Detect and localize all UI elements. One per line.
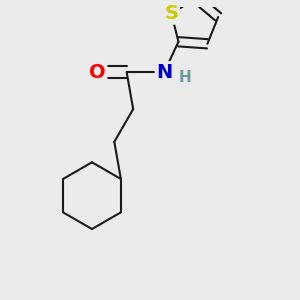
Text: S: S (164, 4, 178, 23)
Text: N: N (156, 62, 172, 82)
Text: H: H (178, 70, 191, 85)
Text: O: O (89, 62, 106, 82)
